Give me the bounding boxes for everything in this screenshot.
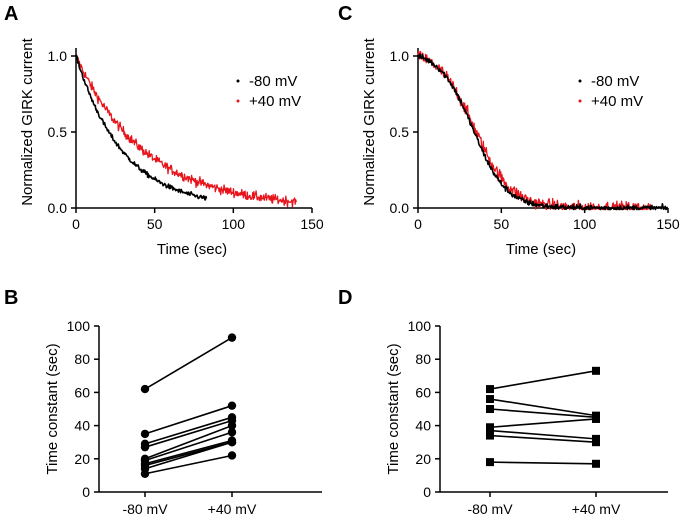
data-point bbox=[486, 385, 494, 394]
data-point bbox=[592, 459, 600, 468]
pair-line bbox=[144, 431, 233, 462]
x-tick-label: +40 mV bbox=[208, 501, 257, 517]
panel-label-c: C bbox=[338, 3, 352, 25]
data-point bbox=[227, 438, 237, 447]
pair-line bbox=[489, 370, 597, 390]
x-tick-label: 150 bbox=[300, 216, 324, 232]
data-point bbox=[227, 421, 237, 430]
pair-line bbox=[144, 441, 233, 470]
y-tick-label: 0.0 bbox=[390, 200, 410, 216]
pair-line bbox=[144, 439, 233, 465]
y-tick-label: 0.5 bbox=[48, 124, 68, 140]
panel-d: D 0 20 40 60 80 100 -80 mV +40 mV Time constant (… bbox=[338, 287, 668, 517]
y-tick-label: 0.5 bbox=[390, 124, 410, 140]
x-tick-label: 0 bbox=[414, 216, 422, 232]
pair-line bbox=[489, 434, 597, 443]
pair-line bbox=[489, 408, 597, 419]
y-tick-label: 40 bbox=[415, 418, 431, 434]
pair-line bbox=[144, 336, 233, 390]
y-tick-label: 40 bbox=[74, 418, 90, 434]
series-line-40mV bbox=[75, 53, 297, 208]
x-tick-label: 100 bbox=[222, 216, 246, 232]
x-tick-label: +40 mV bbox=[572, 501, 621, 517]
data-point bbox=[486, 405, 494, 413]
legend-label: +40 mV bbox=[591, 93, 643, 110]
x-tick-label: -80 mV bbox=[467, 501, 513, 517]
data-point bbox=[227, 401, 237, 410]
pair-line bbox=[144, 419, 233, 448]
y-tick-label: 100 bbox=[408, 318, 432, 334]
panel-label-d: D bbox=[338, 287, 352, 309]
panel-c: C 0 50 100 150 0.0 0.5 1.0 Time (sec) Normalized … bbox=[338, 3, 680, 258]
y-tick-label: 1.0 bbox=[390, 48, 410, 64]
series-line-80mV bbox=[75, 54, 208, 201]
pair-line bbox=[144, 416, 233, 445]
legend-label: -80 mV bbox=[591, 73, 639, 90]
legend-marker bbox=[578, 99, 582, 103]
data-point bbox=[486, 458, 494, 467]
data-point bbox=[592, 414, 600, 423]
data-point bbox=[227, 333, 237, 342]
pair-line bbox=[489, 398, 597, 417]
y-tick-label: 20 bbox=[74, 451, 90, 467]
x-axis-label: Time (sec) bbox=[157, 241, 227, 258]
y-axis-label: Normalized GIRK current bbox=[19, 37, 36, 205]
data-point bbox=[486, 395, 494, 404]
x-tick-label: -80 mV bbox=[122, 501, 168, 517]
x-tick-label: 100 bbox=[573, 216, 597, 232]
data-point bbox=[227, 428, 237, 437]
y-tick-label: 0 bbox=[82, 484, 90, 500]
y-tick-label: 0 bbox=[423, 484, 431, 500]
x-tick-label: 150 bbox=[656, 216, 680, 232]
pair-line bbox=[489, 461, 597, 465]
pair-line bbox=[489, 429, 597, 440]
legend-marker bbox=[578, 79, 582, 83]
data-point bbox=[227, 451, 237, 460]
y-axis-label: Normalized GIRK current bbox=[361, 37, 378, 205]
legend-marker bbox=[236, 79, 240, 83]
legend-label: +40 mV bbox=[249, 93, 301, 110]
data-point bbox=[140, 469, 150, 478]
data-point bbox=[140, 384, 150, 394]
x-axis-label: Time (sec) bbox=[506, 241, 576, 258]
data-point bbox=[486, 426, 494, 435]
data-point bbox=[140, 442, 150, 452]
x-tick-label: 50 bbox=[494, 216, 510, 232]
panel-label-b: B bbox=[4, 287, 18, 309]
pair-line bbox=[144, 424, 233, 460]
y-tick-label: 100 bbox=[67, 318, 91, 334]
y-tick-label: 60 bbox=[415, 384, 431, 400]
y-tick-label: 80 bbox=[415, 351, 431, 367]
panel-b: B 0 20 40 60 80 100 -80 mV +40 mV Time constant (… bbox=[4, 287, 322, 517]
panel-a: A 0 50 100 150 0.0 0.5 1.0 Time (sec) Normalized … bbox=[4, 3, 324, 258]
y-tick-label: 0.0 bbox=[48, 200, 68, 216]
y-axis-label: Time constant (sec) bbox=[385, 343, 402, 474]
y-tick-label: 20 bbox=[415, 451, 431, 467]
data-point bbox=[592, 438, 600, 447]
pair-line bbox=[144, 454, 233, 475]
y-tick-label: 80 bbox=[74, 351, 90, 367]
legend-label: -80 mV bbox=[249, 73, 297, 90]
data-point bbox=[592, 366, 600, 375]
x-tick-label: 0 bbox=[72, 216, 80, 232]
y-axis-label: Time constant (sec) bbox=[44, 343, 61, 474]
panel-label-a: A bbox=[4, 3, 18, 25]
series-line-80mV bbox=[417, 53, 668, 211]
data-point bbox=[486, 431, 494, 440]
y-tick-label: 60 bbox=[74, 384, 90, 400]
pair-line bbox=[144, 404, 233, 435]
y-tick-label: 1.0 bbox=[48, 48, 68, 64]
pair-line bbox=[489, 418, 597, 429]
x-tick-label: 50 bbox=[147, 216, 163, 232]
data-point bbox=[140, 429, 150, 439]
legend-marker bbox=[236, 99, 240, 103]
